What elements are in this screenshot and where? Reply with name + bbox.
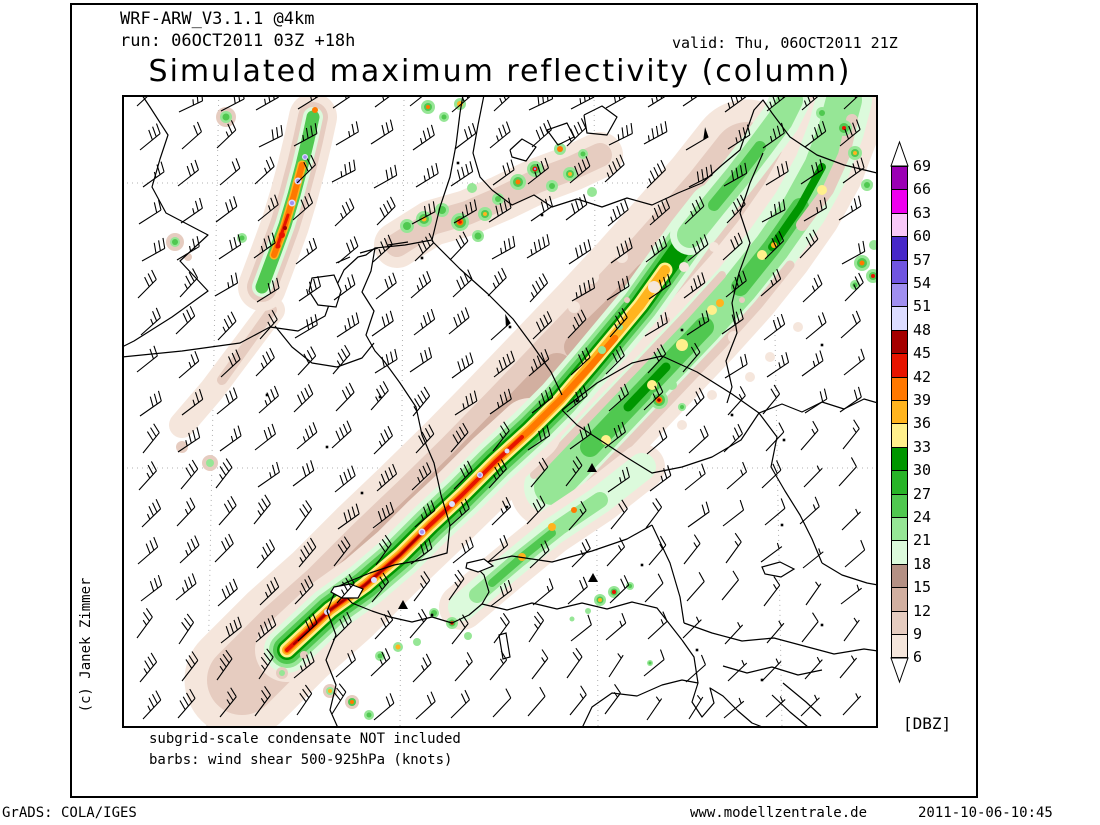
colorbar-tick-label: 51	[913, 297, 932, 316]
colorbar-tick-label: 24	[913, 508, 932, 526]
colorbar-tick-label: 48	[913, 320, 932, 339]
colorbar-tick-label: 12	[913, 601, 932, 620]
colorbar-tick-label: 27	[913, 484, 932, 503]
run-label: run: 06OCT2011 03Z +18h	[120, 31, 356, 51]
colorbar-tick-label: 45	[913, 344, 932, 363]
colorbar-tick-label: 60	[913, 227, 932, 246]
colorbar-tick-label: 63	[913, 203, 932, 222]
colorbar-cell	[891, 517, 908, 542]
colorbar-cell	[891, 563, 908, 589]
colorbar-tick-label: 54	[913, 274, 932, 292]
colorbar-tick-label: 69	[913, 157, 932, 175]
colorbar-cell	[891, 212, 908, 238]
colorbar-cell	[891, 634, 908, 659]
colorbar-tick-label: 6	[913, 648, 923, 667]
country-borders	[122, 95, 878, 728]
colorbar-cell	[891, 470, 908, 495]
colorbar-tick-label: 66	[913, 180, 932, 199]
colorbar-cell	[891, 259, 908, 284]
colorbar-tick-label: 21	[913, 531, 932, 550]
website-label: www.modellzentrale.de	[690, 805, 868, 821]
colorbar-tick-label: 42	[913, 367, 932, 386]
colorbar-cell	[891, 540, 908, 565]
map-markers	[265, 161, 824, 682]
colorbar-tick-label: 18	[913, 554, 932, 573]
reflectivity-map	[122, 95, 878, 728]
colorbar-arrow-top	[890, 140, 909, 167]
colorbar-tick-label: 33	[913, 437, 932, 456]
colorbar-cell	[891, 353, 908, 378]
colorbar-cell	[891, 423, 908, 448]
timestamp-label: 2011-10-06-10:45	[918, 805, 1053, 821]
page-title: Simulated maximum reflectivity (column)	[148, 54, 852, 89]
colorbar-cell	[891, 236, 908, 261]
model-label: WRF-ARW_V3.1.1 @4km	[120, 9, 315, 29]
colorbar-cell	[891, 400, 908, 425]
colorbar-cell	[891, 376, 908, 401]
colorbar-tick-label: 15	[913, 578, 932, 597]
colorbar-cell	[891, 166, 908, 191]
colorbar-tick-label: 9	[913, 625, 923, 643]
map-canvas	[122, 95, 878, 728]
subgrid-note: subgrid-scale condensate NOT included	[149, 731, 461, 747]
copyright-label: (c) Janek Zimmer	[78, 577, 94, 713]
colorbar-cell	[891, 283, 908, 308]
colorbar-cell	[891, 329, 908, 355]
colorbar-cell	[891, 610, 908, 635]
colorbar-cell	[891, 493, 908, 518]
colorbar-cell	[891, 189, 908, 214]
colorbar-tick-label: 39	[913, 391, 932, 409]
colorbar-cell	[891, 306, 908, 331]
colorbar-arrow-bottom	[890, 657, 909, 684]
grads-credit: GrADS: COLA/IGES	[2, 805, 137, 821]
colorbar-tick-label: 57	[913, 250, 932, 269]
barbs-note: barbs: wind shear 500-925hPa (knots)	[149, 752, 453, 768]
colorbar-cell	[891, 446, 908, 472]
radar-bands	[169, 95, 878, 728]
valid-time-label: valid: Thu, 06OCT2011 21Z	[672, 34, 898, 52]
colorbar-tick-label: 36	[913, 414, 932, 433]
colorbar-units-label: [DBZ]	[903, 714, 952, 733]
plot-frame	[70, 3, 978, 798]
colorbar-tick-label: 30	[913, 461, 932, 480]
colorbar-cell	[891, 587, 908, 612]
wind-barbs	[136, 95, 878, 721]
